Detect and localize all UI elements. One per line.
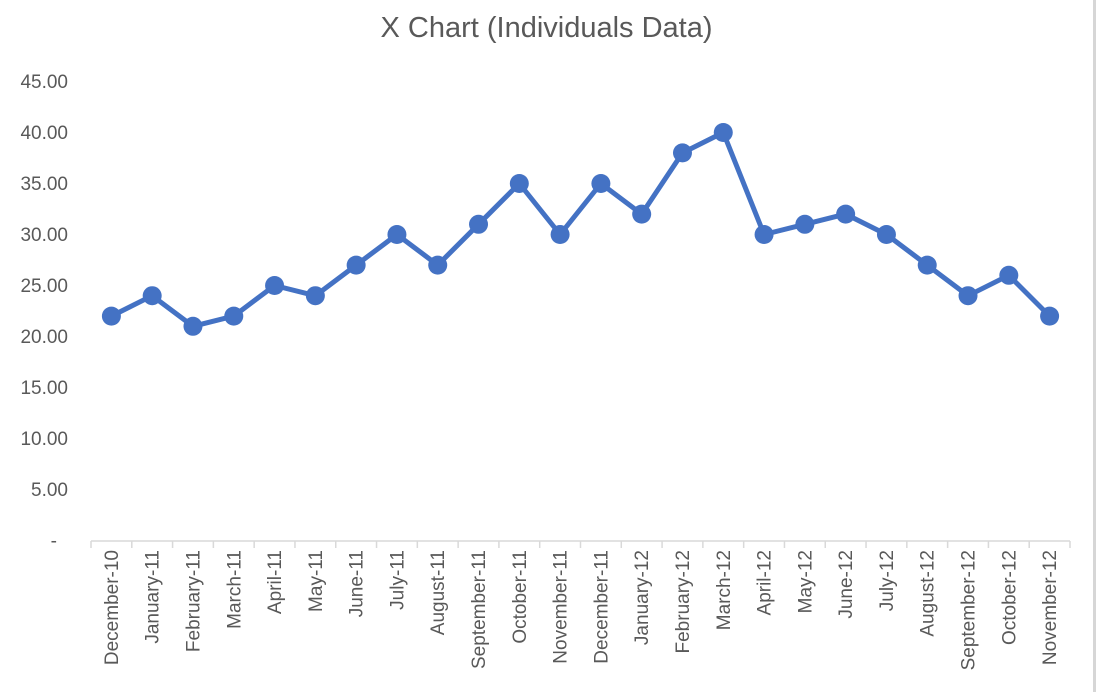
y-axis-tick-label: 45.00 <box>20 72 68 93</box>
data-point <box>713 123 733 142</box>
x-axis-tick-label: November-12 <box>1040 550 1061 665</box>
data-point <box>183 316 203 336</box>
x-axis-tick-label: May-12 <box>795 550 816 613</box>
y-axis-tick-label: 20.00 <box>20 327 68 348</box>
x-axis-tick-label: January-11 <box>143 550 164 644</box>
y-axis-tick-label: - <box>51 531 57 552</box>
x-axis-tick-label: February-11 <box>183 550 204 652</box>
data-point <box>224 306 244 326</box>
x-axis-tick-label: October-12 <box>999 550 1020 645</box>
x-axis-tick-label: July-12 <box>877 550 898 611</box>
data-point <box>591 174 611 193</box>
data-point <box>999 265 1019 285</box>
data-point <box>672 143 692 163</box>
x-axis-tick-label: September-12 <box>959 550 980 670</box>
x-axis-tick-label: March-11 <box>224 550 245 629</box>
y-axis-tick-label: 5.00 <box>31 480 68 501</box>
y-axis-tick-label: 10.00 <box>20 429 68 450</box>
x-axis-tick-label: August-11 <box>428 550 449 635</box>
data-point <box>428 255 448 275</box>
data-point <box>632 204 652 224</box>
data-point <box>876 225 896 244</box>
x-axis-tick-label: August-12 <box>918 550 939 637</box>
x-axis-tick-label: June-12 <box>836 550 857 619</box>
y-axis-tick-label: 25.00 <box>20 276 68 297</box>
y-axis-tick-label: 35.00 <box>20 174 68 195</box>
x-axis-tick-label: April-11 <box>265 550 286 614</box>
data-point <box>1040 306 1060 326</box>
x-axis-tick-label: July-11 <box>387 550 408 610</box>
series-line <box>108 130 1053 329</box>
x-axis-tick-label: December-11 <box>591 550 612 664</box>
chart-title: X Chart (Individuals Data) <box>380 12 713 44</box>
x-axis-tick-label: April-12 <box>755 550 776 615</box>
data-point <box>795 214 815 234</box>
data-point <box>305 286 325 306</box>
x-axis-tick-label: September-11 <box>469 550 490 669</box>
x-axis-tick-label: January-12 <box>632 550 653 645</box>
data-point <box>958 286 978 306</box>
x-axis-tick-label: May-11 <box>306 550 327 612</box>
x-axis-tick-label: December-10 <box>102 550 123 665</box>
data-point <box>387 225 407 244</box>
data-point <box>836 204 856 224</box>
x-axis-tick-label: November-11 <box>551 550 572 664</box>
data-point <box>265 276 285 295</box>
data-point <box>754 225 774 244</box>
y-axis-tick-label: 40.00 <box>20 123 68 144</box>
data-point <box>101 306 121 326</box>
data-point <box>509 174 529 193</box>
data-point <box>346 255 366 275</box>
x-axis-tick-label: February-12 <box>673 550 694 654</box>
x-axis-tick-label: October-11 <box>510 550 531 644</box>
x-axis-tick-label: March-12 <box>714 550 735 630</box>
data-point <box>917 255 937 275</box>
x-axis-tick-label: June-11 <box>347 550 368 617</box>
data-point <box>550 225 570 244</box>
y-axis-tick-label: 30.00 <box>20 225 68 246</box>
y-axis-tick-label: 15.00 <box>20 378 68 399</box>
data-point <box>469 214 489 234</box>
data-point <box>142 286 162 306</box>
